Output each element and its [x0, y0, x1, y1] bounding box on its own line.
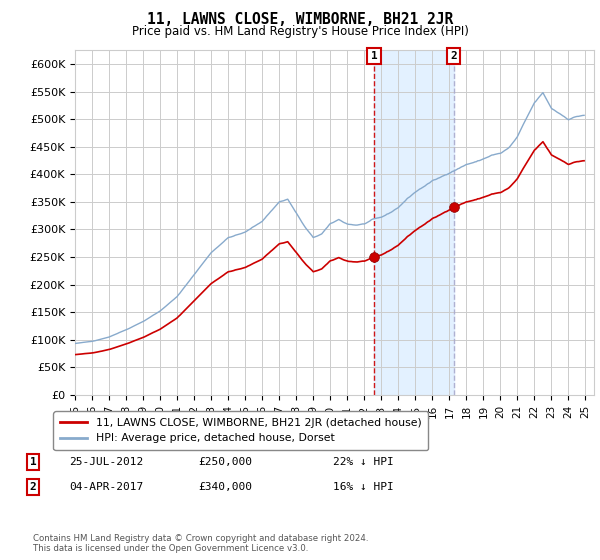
Text: £340,000: £340,000 — [198, 482, 252, 492]
Text: 04-APR-2017: 04-APR-2017 — [69, 482, 143, 492]
Text: 25-JUL-2012: 25-JUL-2012 — [69, 457, 143, 467]
Text: 22% ↓ HPI: 22% ↓ HPI — [333, 457, 394, 467]
Legend: 11, LAWNS CLOSE, WIMBORNE, BH21 2JR (detached house), HPI: Average price, detach: 11, LAWNS CLOSE, WIMBORNE, BH21 2JR (det… — [53, 412, 428, 450]
Text: £250,000: £250,000 — [198, 457, 252, 467]
Text: 1: 1 — [371, 51, 377, 61]
Text: Price paid vs. HM Land Registry's House Price Index (HPI): Price paid vs. HM Land Registry's House … — [131, 25, 469, 38]
Text: 11, LAWNS CLOSE, WIMBORNE, BH21 2JR: 11, LAWNS CLOSE, WIMBORNE, BH21 2JR — [147, 12, 453, 27]
Text: 1: 1 — [29, 457, 37, 467]
Text: 2: 2 — [29, 482, 37, 492]
Text: 2: 2 — [450, 51, 457, 61]
Bar — [374, 50, 454, 395]
Text: Contains HM Land Registry data © Crown copyright and database right 2024.
This d: Contains HM Land Registry data © Crown c… — [33, 534, 368, 553]
Text: 16% ↓ HPI: 16% ↓ HPI — [333, 482, 394, 492]
